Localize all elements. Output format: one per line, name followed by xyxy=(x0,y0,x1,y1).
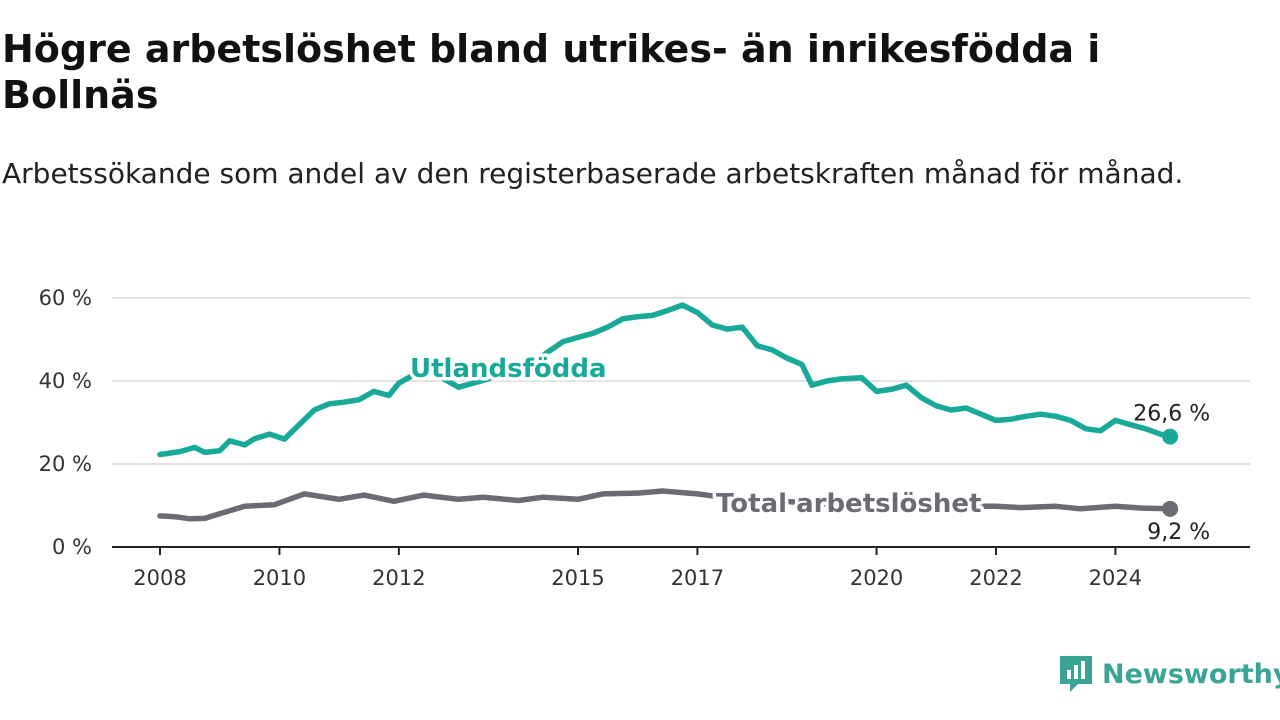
x-tick-label: 2022 xyxy=(969,566,1022,590)
chart-subtitle: Arbetssökande som andel av den registerb… xyxy=(2,157,1184,190)
y-tick-label: 40 % xyxy=(39,369,92,393)
x-tick-label: 2024 xyxy=(1089,566,1142,590)
series-line-utlandsfodda xyxy=(157,302,1173,458)
series-labels: 26,6 % 9,2 % Utlandsfödda Total arbetslöshe… xyxy=(407,351,1211,545)
x-tick-label: 2015 xyxy=(551,566,604,590)
y-tick-label: 0 % xyxy=(52,535,92,559)
x-tick-label: 2020 xyxy=(850,566,903,590)
series-label-utlandsfodda: Utlandsfödda xyxy=(410,354,607,384)
series-line-total xyxy=(157,488,1173,522)
newsworthy-logo-text: Newsworthy xyxy=(1102,658,1280,690)
end-value-total: 9,2 % xyxy=(1147,520,1210,545)
x-axis: 2008 2010 2012 2015 2017 2020 2022 2024 xyxy=(112,546,1250,590)
y-axis-ticks: 0 % 20 % 40 % 60 % xyxy=(39,286,92,559)
end-value-utlandsfodda: 26,6 % xyxy=(1133,402,1210,427)
chart-title: Högre arbetslöshet bland utrikes- än inr… xyxy=(2,27,1101,117)
gridlines xyxy=(112,297,1250,465)
series-lines xyxy=(157,302,1179,522)
x-tick-label: 2017 xyxy=(671,566,724,590)
end-point-total xyxy=(1162,500,1179,517)
line-chart: 0 % 20 % 40 % 60 % 2008 2010 2012 2015 2017 2020… xyxy=(39,286,1250,590)
y-tick-label: 20 % xyxy=(39,452,92,476)
newsworthy-logo[interactable]: Newsworthy xyxy=(1058,652,1280,696)
newsworthy-logo-icon xyxy=(1060,656,1092,692)
x-tick-label: 2012 xyxy=(372,566,425,590)
y-tick-label: 60 % xyxy=(39,286,92,310)
end-point-utlandsfodda xyxy=(1162,428,1179,445)
x-tick-label: 2010 xyxy=(253,566,306,590)
series-label-total: Total arbetslöshet xyxy=(716,489,981,519)
x-tick-label: 2008 xyxy=(133,566,186,590)
